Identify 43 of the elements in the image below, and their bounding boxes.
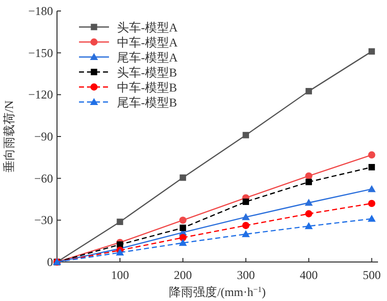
y-tick-label: −180 bbox=[28, 4, 53, 18]
point bbox=[180, 224, 186, 232]
point bbox=[368, 185, 376, 192]
legend-label: 尾车-模型A bbox=[117, 50, 178, 64]
point bbox=[368, 200, 376, 208]
point bbox=[242, 230, 250, 238]
point bbox=[304, 222, 313, 230]
point bbox=[242, 132, 250, 138]
x-tick-label: 200 bbox=[174, 268, 192, 282]
point bbox=[305, 210, 312, 218]
point bbox=[368, 48, 375, 55]
point bbox=[368, 164, 375, 170]
x-tick-label: 100 bbox=[110, 268, 129, 282]
point bbox=[242, 213, 250, 220]
y-axis-title: 垂向雨载荷/N bbox=[2, 100, 16, 172]
y-tick-label: 0 bbox=[47, 255, 53, 269]
legend-label: 头车-模型A bbox=[117, 20, 178, 34]
point bbox=[179, 216, 186, 224]
y-tick-label: −120 bbox=[28, 88, 53, 102]
point bbox=[368, 151, 376, 159]
legend-label: 中车-模型A bbox=[117, 36, 178, 50]
point bbox=[242, 198, 250, 205]
point bbox=[242, 222, 250, 230]
point bbox=[180, 174, 186, 181]
legend-label: 头车-模型B bbox=[117, 66, 177, 80]
point bbox=[306, 178, 312, 186]
point bbox=[306, 88, 312, 94]
point bbox=[116, 218, 124, 226]
legend-label: 中车-模型B bbox=[117, 80, 177, 94]
x-tick-label: 500 bbox=[362, 268, 381, 282]
point bbox=[368, 214, 376, 222]
x-axis-title: 降雨强度/(mm·h$^{−1}$) bbox=[169, 284, 266, 299]
y-tick-label: −150 bbox=[28, 46, 53, 60]
legend-label: 尾车-模型B bbox=[117, 96, 177, 110]
point bbox=[178, 238, 187, 246]
point bbox=[305, 172, 312, 180]
y-tick-label: −30 bbox=[34, 213, 53, 228]
x-tick-label: 300 bbox=[236, 268, 255, 282]
y-tick-label: −60 bbox=[34, 171, 53, 186]
point bbox=[179, 234, 186, 242]
x-tick-label: 400 bbox=[300, 268, 318, 282]
point bbox=[304, 198, 313, 206]
y-tick-label: −90 bbox=[34, 130, 53, 144]
